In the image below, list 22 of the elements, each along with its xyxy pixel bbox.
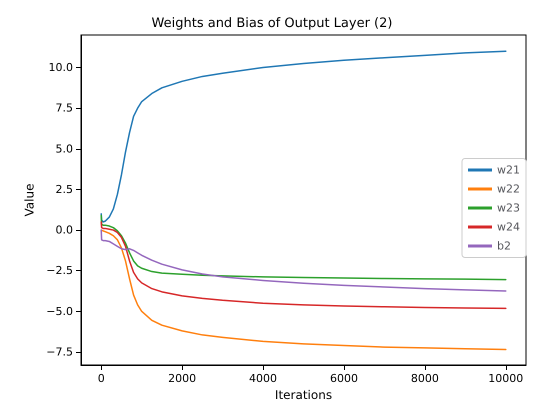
y-axis-title: Value	[22, 184, 36, 216]
y-tick-label: 7.5	[56, 102, 73, 115]
y-tick-label: 0.0	[56, 224, 73, 237]
x-tick-label: 10000	[488, 372, 524, 385]
x-tick-label: 2000	[168, 372, 196, 385]
legend-label: w22	[497, 182, 520, 196]
x-tick-label: 4000	[249, 372, 278, 385]
y-tick-label: 2.5	[56, 182, 73, 196]
legend-label: w21	[497, 164, 520, 176]
chart-title: Weights and Bias of Output Layer (2)	[152, 16, 392, 31]
y-tick-label: −5.0	[46, 304, 73, 318]
y-tick-label: 5.0	[56, 142, 73, 156]
x-tick-label: 6000	[330, 372, 358, 385]
y-tick-label: −2.5	[46, 264, 73, 278]
legend-label: w23	[497, 202, 520, 214]
x-tick-label: 0	[98, 372, 105, 385]
x-tick-label: 8000	[410, 372, 439, 385]
y-tick-label: −7.5	[46, 345, 73, 358]
y-tick-label: 10.0	[48, 61, 73, 74]
x-axis-title: Iterations	[274, 388, 332, 402]
legend-label: b2	[497, 240, 511, 252]
legend-label: w24	[497, 220, 520, 234]
